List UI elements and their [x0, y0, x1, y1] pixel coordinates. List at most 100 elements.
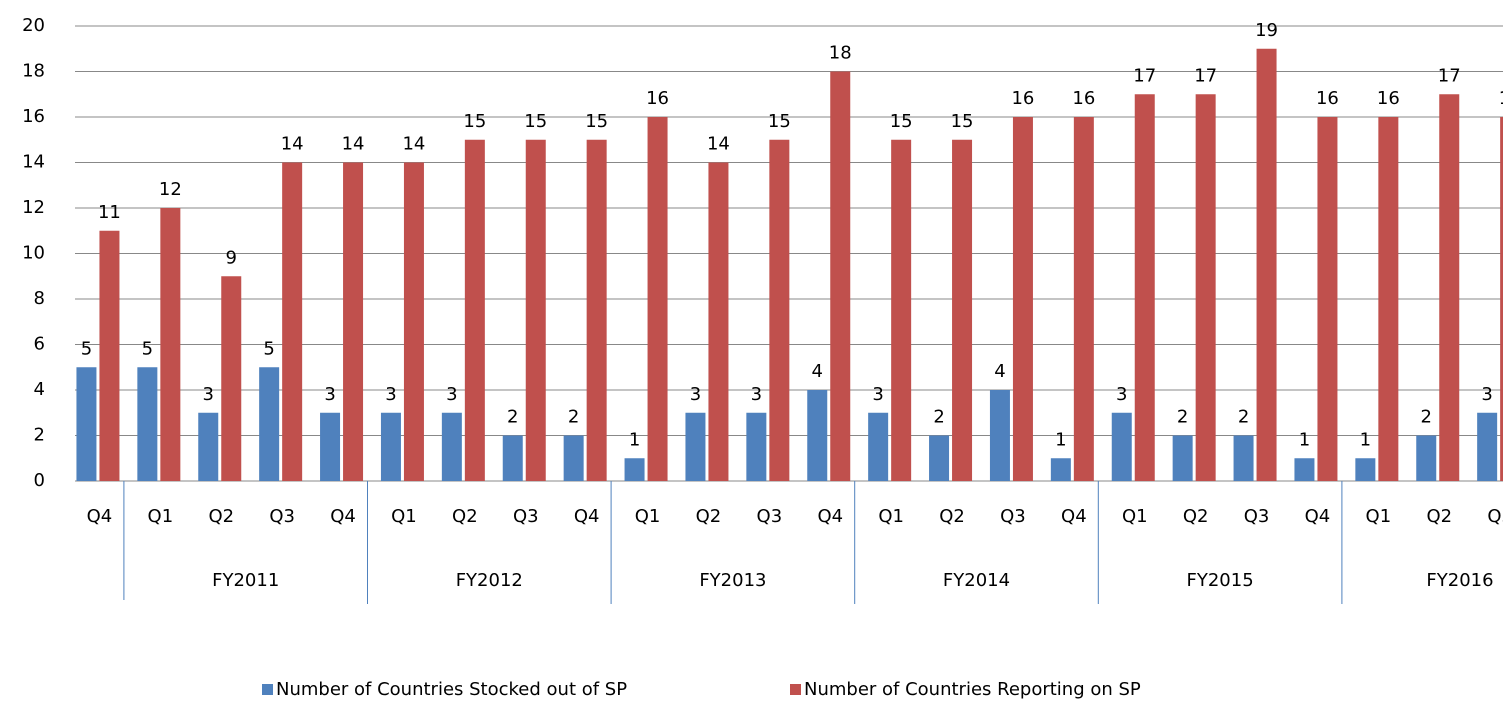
bar [380, 412, 401, 481]
bar [868, 412, 889, 481]
data-label: 3 [872, 384, 883, 405]
data-label: 1 [1055, 429, 1066, 450]
data-label: 9 [226, 247, 237, 268]
data-label: 17 [1133, 65, 1156, 86]
data-label: 3 [690, 384, 701, 405]
bar [464, 139, 485, 481]
bar [1416, 435, 1437, 481]
data-label: 1 [1360, 429, 1371, 450]
data-label: 5 [81, 338, 92, 359]
x-tick-label: Q3 [1244, 506, 1270, 527]
bar [441, 412, 462, 481]
group-label: FY2013 [699, 570, 766, 591]
bar [989, 390, 1010, 481]
data-label: 2 [1177, 407, 1188, 428]
x-tick-label: Q1 [1366, 506, 1392, 527]
data-label: 16 [1377, 88, 1400, 109]
bar [708, 162, 729, 481]
legend-swatch [790, 684, 801, 695]
bar [1050, 458, 1071, 481]
data-label: 12 [159, 179, 182, 200]
group-label: FY2012 [456, 570, 523, 591]
bar [746, 412, 767, 481]
legend-swatch [262, 684, 273, 695]
y-tick-label: 20 [22, 15, 45, 36]
bar [1355, 458, 1376, 481]
bar [647, 117, 668, 481]
data-label: 3 [203, 384, 214, 405]
group-label: FY2015 [1187, 570, 1254, 591]
bar [1477, 412, 1498, 481]
y-tick-label: 16 [22, 106, 45, 127]
y-tick-label: 4 [34, 379, 45, 400]
data-label: 15 [951, 111, 974, 132]
data-label: 15 [768, 111, 791, 132]
data-label: 1 [629, 429, 640, 450]
y-tick-label: 2 [34, 425, 45, 446]
data-label: 2 [1421, 407, 1432, 428]
y-tick-label: 8 [34, 288, 45, 309]
data-label: 3 [1481, 384, 1492, 405]
bar [624, 458, 645, 481]
data-label: 2 [507, 407, 518, 428]
data-label: 1 [1299, 429, 1310, 450]
bar [198, 412, 219, 481]
bar [952, 139, 973, 481]
x-tick-label: Q3 [1487, 506, 1503, 527]
y-tick-label: 10 [22, 243, 45, 264]
group-label: FY2016 [1426, 570, 1493, 591]
x-tick-label: Q3 [269, 506, 295, 527]
data-label: 15 [585, 111, 608, 132]
data-label: 2 [568, 407, 579, 428]
data-label: 3 [446, 384, 457, 405]
data-label: 3 [1116, 384, 1127, 405]
bar [160, 208, 181, 481]
x-tick-label: Q1 [878, 506, 904, 527]
bar [1294, 458, 1315, 481]
data-label: 16 [646, 88, 669, 109]
x-tick-label: Q2 [939, 506, 965, 527]
bar [563, 435, 584, 481]
data-label: 16 [1316, 88, 1339, 109]
data-label: 15 [890, 111, 913, 132]
data-label: 14 [342, 134, 365, 155]
x-tick-label: Q4 [1305, 506, 1331, 527]
bar [769, 139, 790, 481]
bar [1134, 94, 1155, 481]
bar [343, 162, 364, 481]
bar [1378, 117, 1399, 481]
group-label: FY2014 [943, 570, 1010, 591]
data-label: 5 [142, 338, 153, 359]
bar [1233, 435, 1254, 481]
data-label: 2 [933, 407, 944, 428]
data-label: 16 [1499, 88, 1503, 109]
bar [76, 367, 97, 481]
x-tick-label: Q4 [87, 506, 113, 527]
bar [221, 276, 242, 481]
bar [1500, 117, 1503, 481]
x-tick-label: Q2 [452, 506, 478, 527]
bar [99, 230, 120, 481]
x-tick-label: Q2 [208, 506, 234, 527]
bar [1439, 94, 1460, 481]
bar [1073, 117, 1094, 481]
data-label: 5 [263, 338, 274, 359]
x-tick-label: Q1 [148, 506, 174, 527]
bar [807, 390, 828, 481]
bar [403, 162, 424, 481]
bar [137, 367, 158, 481]
bar [1012, 117, 1033, 481]
bar [685, 412, 706, 481]
data-label: 14 [281, 134, 304, 155]
y-tick-label: 12 [22, 197, 45, 218]
x-tick-label: Q4 [330, 506, 356, 527]
bar [259, 367, 280, 481]
data-label: 17 [1438, 65, 1461, 86]
bar [830, 71, 851, 481]
data-label: 17 [1194, 65, 1217, 86]
group-label: FY2011 [212, 570, 279, 591]
bar [502, 435, 523, 481]
bar [1256, 48, 1277, 481]
x-tick-label: Q2 [696, 506, 722, 527]
